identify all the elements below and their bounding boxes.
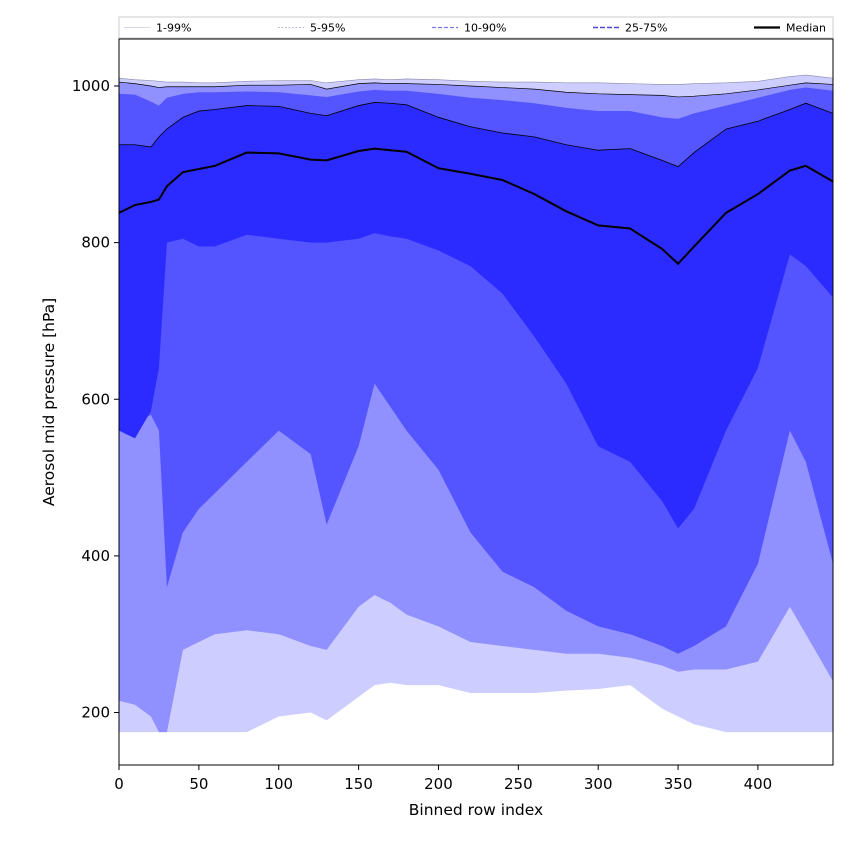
x-axis-ticks: 0 50 100 150 200 250 300 350 400 xyxy=(114,765,772,793)
y-tick-label: 600 xyxy=(81,390,110,408)
legend-label: 1-99% xyxy=(156,22,191,35)
legend-label: Median xyxy=(786,22,826,35)
x-tick-label: 0 xyxy=(114,775,124,793)
x-tick-label: 350 xyxy=(664,775,693,793)
band-25-75 xyxy=(119,102,833,529)
x-tick-label: 250 xyxy=(504,775,533,793)
median-line xyxy=(119,147,833,266)
legend: 1-99% 5-95% 10-90% 25-75% Median xyxy=(118,16,834,39)
percentile-lines xyxy=(119,74,833,266)
x-tick-label: 150 xyxy=(344,775,373,793)
legend-entry: 5-95% xyxy=(278,22,345,35)
y-axis-ticks: 200 400 600 800 1000 xyxy=(72,77,119,722)
x-tick-label: 400 xyxy=(744,775,773,793)
x-tick-label: 200 xyxy=(424,775,453,793)
legend-entry: Median xyxy=(754,22,826,35)
x-axis-label: Binned row index xyxy=(409,801,543,819)
legend-entry: 1-99% xyxy=(124,22,191,35)
legend-entry: 10-90% xyxy=(432,22,506,35)
y-axis-label: Aerosol mid pressure [hPa] xyxy=(40,298,58,506)
y-tick-label: 200 xyxy=(81,704,110,722)
legend-label: 25-75% xyxy=(625,22,667,35)
x-tick-label: 100 xyxy=(264,775,293,793)
y-tick-label: 1000 xyxy=(72,77,110,95)
legend-label: 10-90% xyxy=(464,22,506,35)
y-tick-label: 800 xyxy=(81,234,110,252)
legend-label: 5-95% xyxy=(310,22,345,35)
legend-box xyxy=(118,16,834,39)
percentile-bands xyxy=(119,75,833,733)
plot-frame xyxy=(118,38,834,766)
line-95-percentile xyxy=(119,81,833,98)
y-tick-label: 400 xyxy=(81,547,110,565)
x-tick-label: 50 xyxy=(189,775,208,793)
x-tick-label: 300 xyxy=(584,775,613,793)
line-99-percentile xyxy=(119,74,833,85)
plot-area xyxy=(119,74,833,733)
legend-entry: 25-75% xyxy=(593,22,667,35)
line-75-percentile xyxy=(119,102,833,168)
